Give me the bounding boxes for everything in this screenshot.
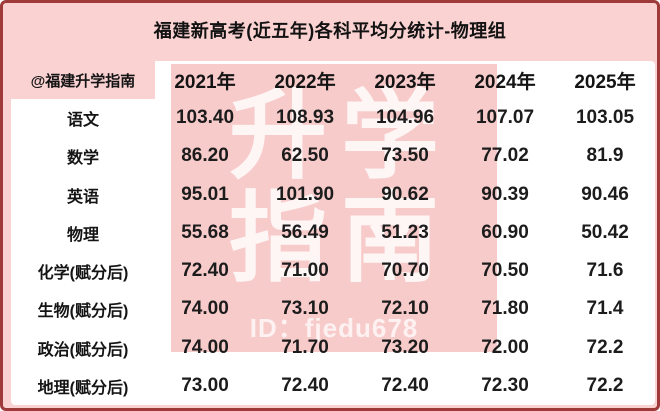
row-label-biology: 生物(赋分后)	[37, 303, 129, 321]
score-cell: 108.93	[275, 107, 335, 129]
watermark-line2: 指南	[228, 183, 453, 293]
score-cell: 73.00	[181, 374, 229, 396]
score-cell: 71.80	[481, 298, 529, 320]
score-cell: 103.05	[575, 107, 635, 129]
score-cell: 90.62	[381, 183, 429, 205]
score-cell: 103.40	[175, 107, 235, 129]
row-label-chemistry: 化学(赋分后)	[37, 265, 129, 283]
table-card: 升学 指南 ID：fjedu678 @福建升学指南 2021年 2022年 20…	[11, 61, 655, 405]
watermark: 升学 指南 ID：fjedu678	[171, 64, 497, 352]
score-cell: 70.50	[481, 260, 529, 282]
table-corner-label: @福建升学指南	[11, 61, 155, 99]
year-header-2021: 2021年	[174, 71, 236, 93]
row-label-physics: 物理	[66, 226, 99, 244]
score-cell: 71.6	[586, 260, 624, 282]
row-label-geography: 地理(赋分后)	[37, 379, 129, 397]
year-header-2022: 2022年	[274, 71, 336, 93]
score-cell: 72.00	[481, 336, 529, 358]
score-cell: 56.49	[281, 221, 329, 243]
score-cell: 71.70	[281, 336, 329, 358]
score-cell: 74.00	[181, 336, 229, 358]
watermark-id-text: ID：fjedu678	[249, 313, 419, 343]
year-header-2024: 2024年	[474, 71, 536, 93]
scores-table: @福建升学指南 2021年 2022年 2023年 2024年 2025年 语文…	[11, 61, 655, 405]
year-header-2023: 2023年	[374, 71, 436, 93]
score-cell: 72.40	[381, 374, 429, 396]
score-cell: 71.00	[281, 260, 329, 282]
score-cell: 72.2	[586, 336, 624, 358]
score-cell: 60.90	[481, 221, 529, 243]
score-cell: 81.9	[586, 145, 624, 167]
row-label-math: 数学	[66, 150, 99, 168]
score-cell: 72.30	[481, 374, 529, 396]
year-header-2025: 2025年	[574, 71, 636, 93]
score-cell: 74.00	[181, 298, 229, 320]
score-cell: 70.70	[381, 260, 429, 282]
score-cell: 104.96	[375, 107, 435, 129]
score-cell: 101.90	[275, 183, 335, 205]
score-cell: 71.4	[586, 298, 624, 320]
score-cell: 62.50	[281, 145, 329, 167]
score-cell: 95.01	[181, 183, 229, 205]
score-cell: 107.07	[475, 107, 535, 129]
score-cell: 72.10	[381, 298, 429, 320]
watermark-line1: 升学	[228, 80, 453, 190]
score-cell: 51.23	[381, 221, 429, 243]
row-label-politics: 政治(赋分后)	[37, 341, 129, 359]
score-cell: 77.02	[481, 145, 529, 167]
score-cell: 90.39	[481, 183, 529, 205]
watermark-logo-text: 升学 指南	[171, 84, 497, 290]
score-cell: 72.2	[586, 374, 624, 396]
score-cell: 73.50	[381, 145, 429, 167]
score-cell: 86.20	[181, 145, 229, 167]
score-cell: 50.42	[581, 221, 629, 243]
score-cell: 90.46	[581, 183, 629, 205]
score-cell: 55.68	[181, 221, 229, 243]
score-cell: 73.10	[281, 298, 329, 320]
score-cell: 72.40	[181, 260, 229, 282]
row-label-english: 英语	[66, 188, 99, 206]
score-cell: 73.20	[381, 336, 429, 358]
row-label-chinese: 语文	[66, 112, 99, 130]
page-title: 福建新高考(近五年)各科平均分统计-物理组	[153, 21, 507, 41]
score-cell: 72.40	[281, 374, 329, 396]
